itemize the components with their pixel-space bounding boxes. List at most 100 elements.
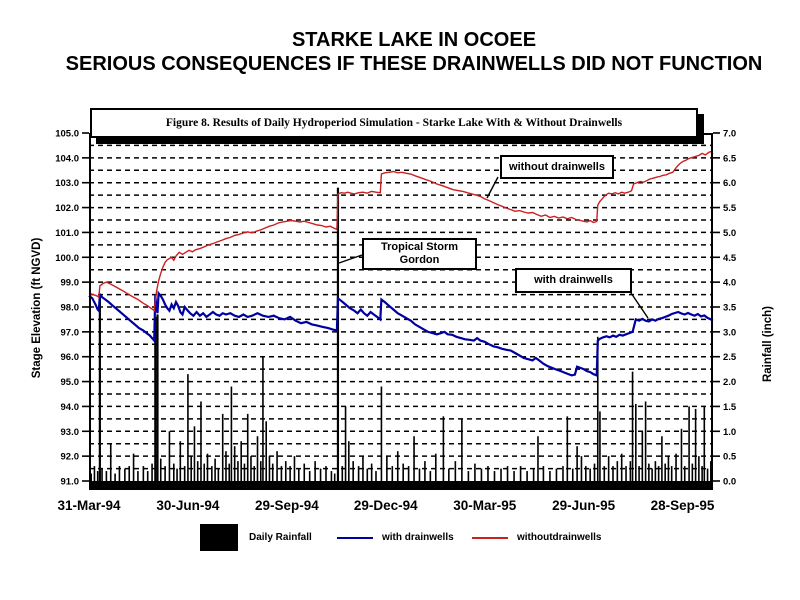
x-tick-label: 31-Mar-94 — [57, 498, 121, 513]
right-tick-label: 5.5 — [723, 203, 737, 214]
rainfall-bar — [402, 463, 404, 481]
x-tick-label: 30-Mar-95 — [453, 498, 517, 513]
rainfall-bar — [706, 468, 709, 481]
with-drainwells-line — [88, 290, 714, 377]
page-title-line-1: STARKE LAKE IN OCOEE — [291, 29, 537, 51]
rainfall-bar — [128, 466, 131, 481]
rainfall-bar — [268, 456, 271, 481]
rainfall-bar — [101, 468, 103, 481]
left-tick-label: 99.0 — [61, 278, 80, 289]
rainfall-bar — [362, 456, 364, 481]
rainfall-bar — [262, 356, 264, 481]
rainfall-bar — [230, 386, 233, 481]
rainfall-bar — [96, 471, 99, 481]
rainfall-bar — [616, 461, 619, 481]
rainfall-bar — [146, 471, 149, 481]
rainfall-bar — [635, 403, 637, 481]
callout-gordon-line-2: Gordon — [399, 254, 440, 266]
rainfall-bar — [132, 453, 135, 481]
rainfall-bar — [474, 463, 476, 481]
rainfall-bar — [348, 441, 350, 481]
rainfall-bar — [448, 468, 450, 481]
rainfall-bar — [391, 466, 394, 481]
left-tick-label: 93.0 — [61, 427, 80, 438]
rainfall-bar — [683, 466, 686, 481]
callout-leader-with — [628, 289, 649, 319]
rainfall-bar — [375, 471, 377, 481]
rainfall-bar — [256, 436, 259, 481]
right-tick-label: 3.5 — [723, 303, 737, 314]
rainfall-bar — [203, 463, 206, 481]
rainfall-bar — [585, 466, 587, 481]
rainfall-bar — [366, 468, 369, 481]
rainfall-bar — [596, 336, 599, 481]
y-left-axis-title: Stage Elevation (ft NGVD) — [31, 238, 43, 379]
rainfall-bar — [638, 466, 640, 481]
rainfall-bar — [344, 406, 347, 481]
rainfall-bar — [336, 187, 340, 481]
right-tick-label: 2.0 — [723, 377, 736, 388]
rainfall-bar — [641, 431, 644, 481]
rainfall-bar — [442, 416, 445, 481]
rainfall-bar — [233, 446, 236, 481]
rainfall-bar — [555, 468, 558, 481]
left-tick-label: 104.0 — [55, 153, 79, 164]
right-tick-label: 2.5 — [723, 352, 737, 363]
rainfall-bar — [293, 456, 296, 481]
y-right-axis-title: Rainfall (inch) — [762, 306, 774, 382]
left-tick-label: 103.0 — [55, 178, 79, 189]
rainfall-bar — [357, 466, 360, 481]
rainfall-bar — [156, 314, 159, 481]
rainfall-bar — [341, 466, 344, 481]
rainfall-bar — [168, 431, 171, 481]
rainfall-bar — [580, 456, 583, 481]
callout-without-drainwells-label: without drainwells — [509, 161, 605, 173]
rainfall-bar — [187, 374, 189, 481]
rainfall-bar — [513, 471, 515, 481]
rainfall-bar — [124, 468, 126, 481]
rainfall-bar — [271, 463, 274, 481]
rainfall-bar — [276, 451, 278, 481]
rainfall-bar — [253, 466, 256, 481]
rainfall-bar — [648, 463, 650, 481]
right-tick-label: 0.0 — [723, 477, 736, 488]
callout-leader-gordon — [338, 254, 363, 264]
rainfall-bar — [566, 416, 569, 481]
page-title-line-2: SERIOUS CONSEQUENCES IF THESE DRAINWELLS… — [65, 53, 763, 75]
rainfall-bar — [98, 297, 101, 481]
left-tick-label: 97.0 — [61, 327, 80, 338]
rainfall-bar — [654, 461, 657, 481]
figure-caption-box: Figure 8. Results of Daily Hydroperiod S… — [90, 108, 698, 138]
right-tick-label: 5.0 — [723, 228, 736, 239]
rainfall-bar — [701, 466, 703, 481]
rainfall-bar — [284, 461, 287, 481]
rainfall-bar — [688, 406, 690, 481]
rainfall-bar — [246, 413, 249, 481]
x-tick-label: 29-Jun-95 — [552, 498, 616, 513]
left-tick-label: 91.0 — [61, 477, 80, 488]
left-tick-label: 98.0 — [61, 303, 80, 314]
rainfall-bar — [93, 466, 96, 481]
callout-tropical-storm-gordon: Tropical Storm Gordon — [362, 238, 477, 270]
rainfall-bar — [698, 456, 700, 481]
rainfall-bar — [691, 463, 694, 481]
rainfall-bar — [549, 471, 551, 481]
rainfall-bar — [571, 468, 574, 481]
rainfall-bar — [179, 441, 182, 481]
rainfall-bar — [190, 456, 192, 481]
rainfall-bar — [151, 463, 153, 481]
rainfall-bar — [206, 453, 209, 481]
rainfall-bar — [90, 473, 92, 481]
right-tick-label: 1.5 — [723, 402, 737, 413]
callout-gordon-line-1: Tropical Storm — [380, 241, 459, 253]
left-tick-label: 101.0 — [55, 228, 79, 239]
figure-caption-text: Figure 8. Results of Daily Hydroperiod S… — [165, 117, 623, 129]
rainfall-bar — [370, 463, 373, 481]
callout-with-drainwells: with drainwells — [515, 268, 632, 293]
rainfall-bar — [661, 436, 663, 481]
rainfall-bar — [429, 471, 432, 481]
rainfall-bar — [562, 466, 564, 481]
rainfall-bar — [250, 456, 252, 481]
